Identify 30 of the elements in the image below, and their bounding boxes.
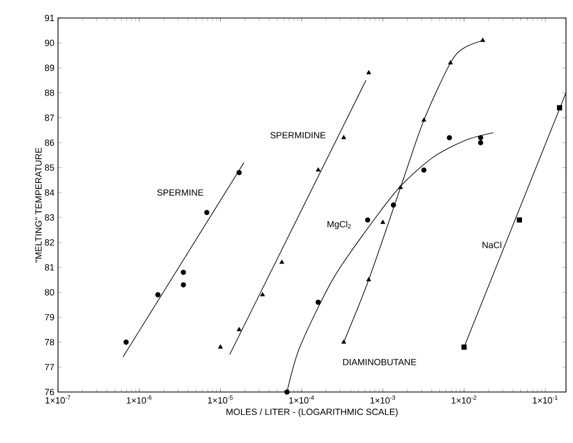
x-axis-title: MOLES / LITER - (LOGARITHMIC SCALE): [226, 408, 398, 417]
y-tick-label: 76: [44, 388, 54, 396]
y-tick-label: 88: [44, 90, 54, 96]
y-tick-label: 82: [44, 239, 54, 246]
y-tick-label: 79: [44, 314, 54, 320]
x-tick-label: 1×10$^{-5}$: [208, 396, 233, 404]
series-label: MgCl$_{2}$: [328, 220, 351, 230]
text: NaCl: [482, 242, 502, 248]
x-tick-label: 1×10$^{-1}$: [532, 396, 558, 404]
y-tick-label: 81: [44, 264, 54, 271]
series-label: SPERMINE: [157, 189, 204, 196]
y-tick-label: 91: [44, 14, 54, 22]
series-label: DIAMINOBUTANE: [343, 358, 416, 366]
series-label: SPERMIDINE: [270, 132, 326, 138]
y-tick-label: 83: [44, 214, 54, 221]
x-tick-label: 1×10$^{-3}$: [370, 396, 396, 404]
y-tick-label: 80: [44, 289, 54, 296]
y-tick-label: 77: [44, 364, 54, 370]
x-tick-label: 1×10$^{-7}$: [46, 396, 70, 404]
y-tick-label: 90: [44, 40, 54, 46]
y-axis-title: "MELTING" TEMPERATURE: [35, 148, 42, 262]
y-tick-label: 85: [44, 164, 54, 171]
x-tick-label: 1×10$^{-4}$: [289, 396, 314, 404]
y-tick-label: 78: [44, 338, 54, 346]
y-tick-label: 86: [44, 139, 54, 146]
y-tick-label: 87: [44, 114, 54, 121]
y-tick-label: 89: [44, 64, 54, 72]
x-tick-label: 1×10$^{-2}$: [452, 396, 476, 404]
y-tick-label: 84: [44, 189, 54, 196]
x-tick-label: 1×10$^{-6}$: [126, 396, 152, 404]
